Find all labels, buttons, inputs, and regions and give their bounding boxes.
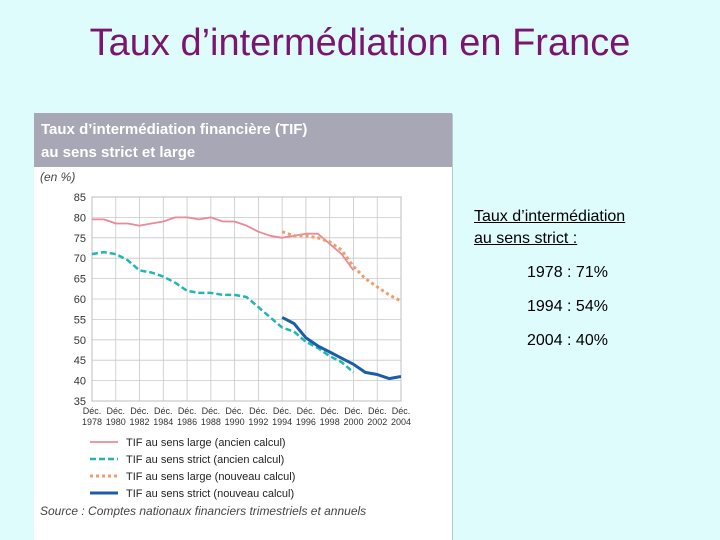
x-tick-year-6: 1990 <box>225 417 245 427</box>
x-tick-label-7: Déc. <box>249 406 268 416</box>
x-tick-label-4: Déc. <box>178 406 197 416</box>
legend-label-1: TIF au sens strict (ancien calcul) <box>126 454 284 466</box>
side-note-heading-line-2: au sens strict : <box>474 230 578 247</box>
x-tick-year-0: 1978 <box>82 417 102 427</box>
x-tick-label-12: Déc. <box>368 406 387 416</box>
x-tick-year-11: 2000 <box>343 417 363 427</box>
x-tick-label-3: Déc. <box>154 406 173 416</box>
x-tick-label-1: Déc. <box>107 406 126 416</box>
y-tick-label-65: 65 <box>74 274 86 286</box>
y-tick-label-50: 50 <box>74 335 86 347</box>
y-unit-label: (en %) <box>40 170 76 184</box>
x-tick-label-8: Déc. <box>273 406 292 416</box>
x-tick-label-11: Déc. <box>344 406 363 416</box>
chart-panel: Taux d’intermédiation financière (TIF) a… <box>34 113 452 540</box>
x-tick-label-6: Déc. <box>225 406 244 416</box>
series-line-1 <box>91 250 355 374</box>
x-tick-year-4: 1986 <box>177 417 197 427</box>
y-tick-label-60: 60 <box>74 294 86 306</box>
chart-title-line-2: au sens strict et large <box>41 144 196 161</box>
x-tick-label-10: Déc. <box>320 406 339 416</box>
y-tick-label-35: 35 <box>74 396 86 408</box>
y-tick-label-45: 45 <box>74 355 86 367</box>
x-tick-year-2: 1982 <box>130 417 150 427</box>
series-line-3 <box>281 316 402 381</box>
legend-label-3: TIF au sens strict (nouveau calcul) <box>126 488 294 500</box>
legend-label-2: TIF au sens large (nouveau calcul) <box>126 471 295 483</box>
x-tick-year-3: 1984 <box>153 417 173 427</box>
x-tick-year-8: 1994 <box>272 417 292 427</box>
side-note-heading-line-1: Taux d’intermédiation <box>474 208 626 225</box>
x-tick-label-5: Déc. <box>202 406 221 416</box>
x-tick-year-13: 2004 <box>391 417 411 427</box>
side-note: Taux d’intermédiation au sens strict : 1… <box>474 206 654 352</box>
x-tick-year-10: 1998 <box>320 417 340 427</box>
y-tick-label-70: 70 <box>74 253 86 265</box>
side-note-item-1978: 1978 : 71% <box>527 264 608 281</box>
x-tick-year-5: 1988 <box>201 417 221 427</box>
side-note-item-1994: 1994 : 54% <box>527 298 608 315</box>
slide-title: Taux d’intermédiation en France <box>89 22 631 64</box>
x-tick-label-13: Déc. <box>392 406 411 416</box>
x-tick-label-9: Déc. <box>297 406 316 416</box>
chart-title-line-1: Taux d’intermédiation financière (TIF) <box>41 121 308 138</box>
x-tick-year-7: 1992 <box>248 417 268 427</box>
series-line-2 <box>281 230 402 303</box>
x-tick-year-9: 1996 <box>296 417 316 427</box>
x-tick-label-0: Déc. <box>83 406 102 416</box>
chart-source: Source : Comptes nationaux financiers tr… <box>40 504 367 518</box>
side-note-heading: Taux d’intermédiation au sens strict : <box>474 206 654 250</box>
x-tick-year-1: 1980 <box>106 417 126 427</box>
line-chart: 8580757065605550454035Déc.1978Déc.1980Dé… <box>74 192 411 500</box>
y-tick-label-75: 75 <box>74 233 86 245</box>
y-tick-label-85: 85 <box>74 192 86 204</box>
x-tick-label-2: Déc. <box>130 406 149 416</box>
side-note-item-2004: 2004 : 40% <box>527 332 608 349</box>
x-tick-year-12: 2002 <box>367 417 387 427</box>
series-line-0 <box>92 216 355 271</box>
chart-header: Taux d’intermédiation financière (TIF) a… <box>34 113 452 167</box>
y-tick-label-80: 80 <box>74 212 86 224</box>
legend-label-0: TIF au sens large (ancien calcul) <box>126 437 286 449</box>
y-tick-label-40: 40 <box>74 376 86 388</box>
y-tick-label-55: 55 <box>74 314 86 326</box>
